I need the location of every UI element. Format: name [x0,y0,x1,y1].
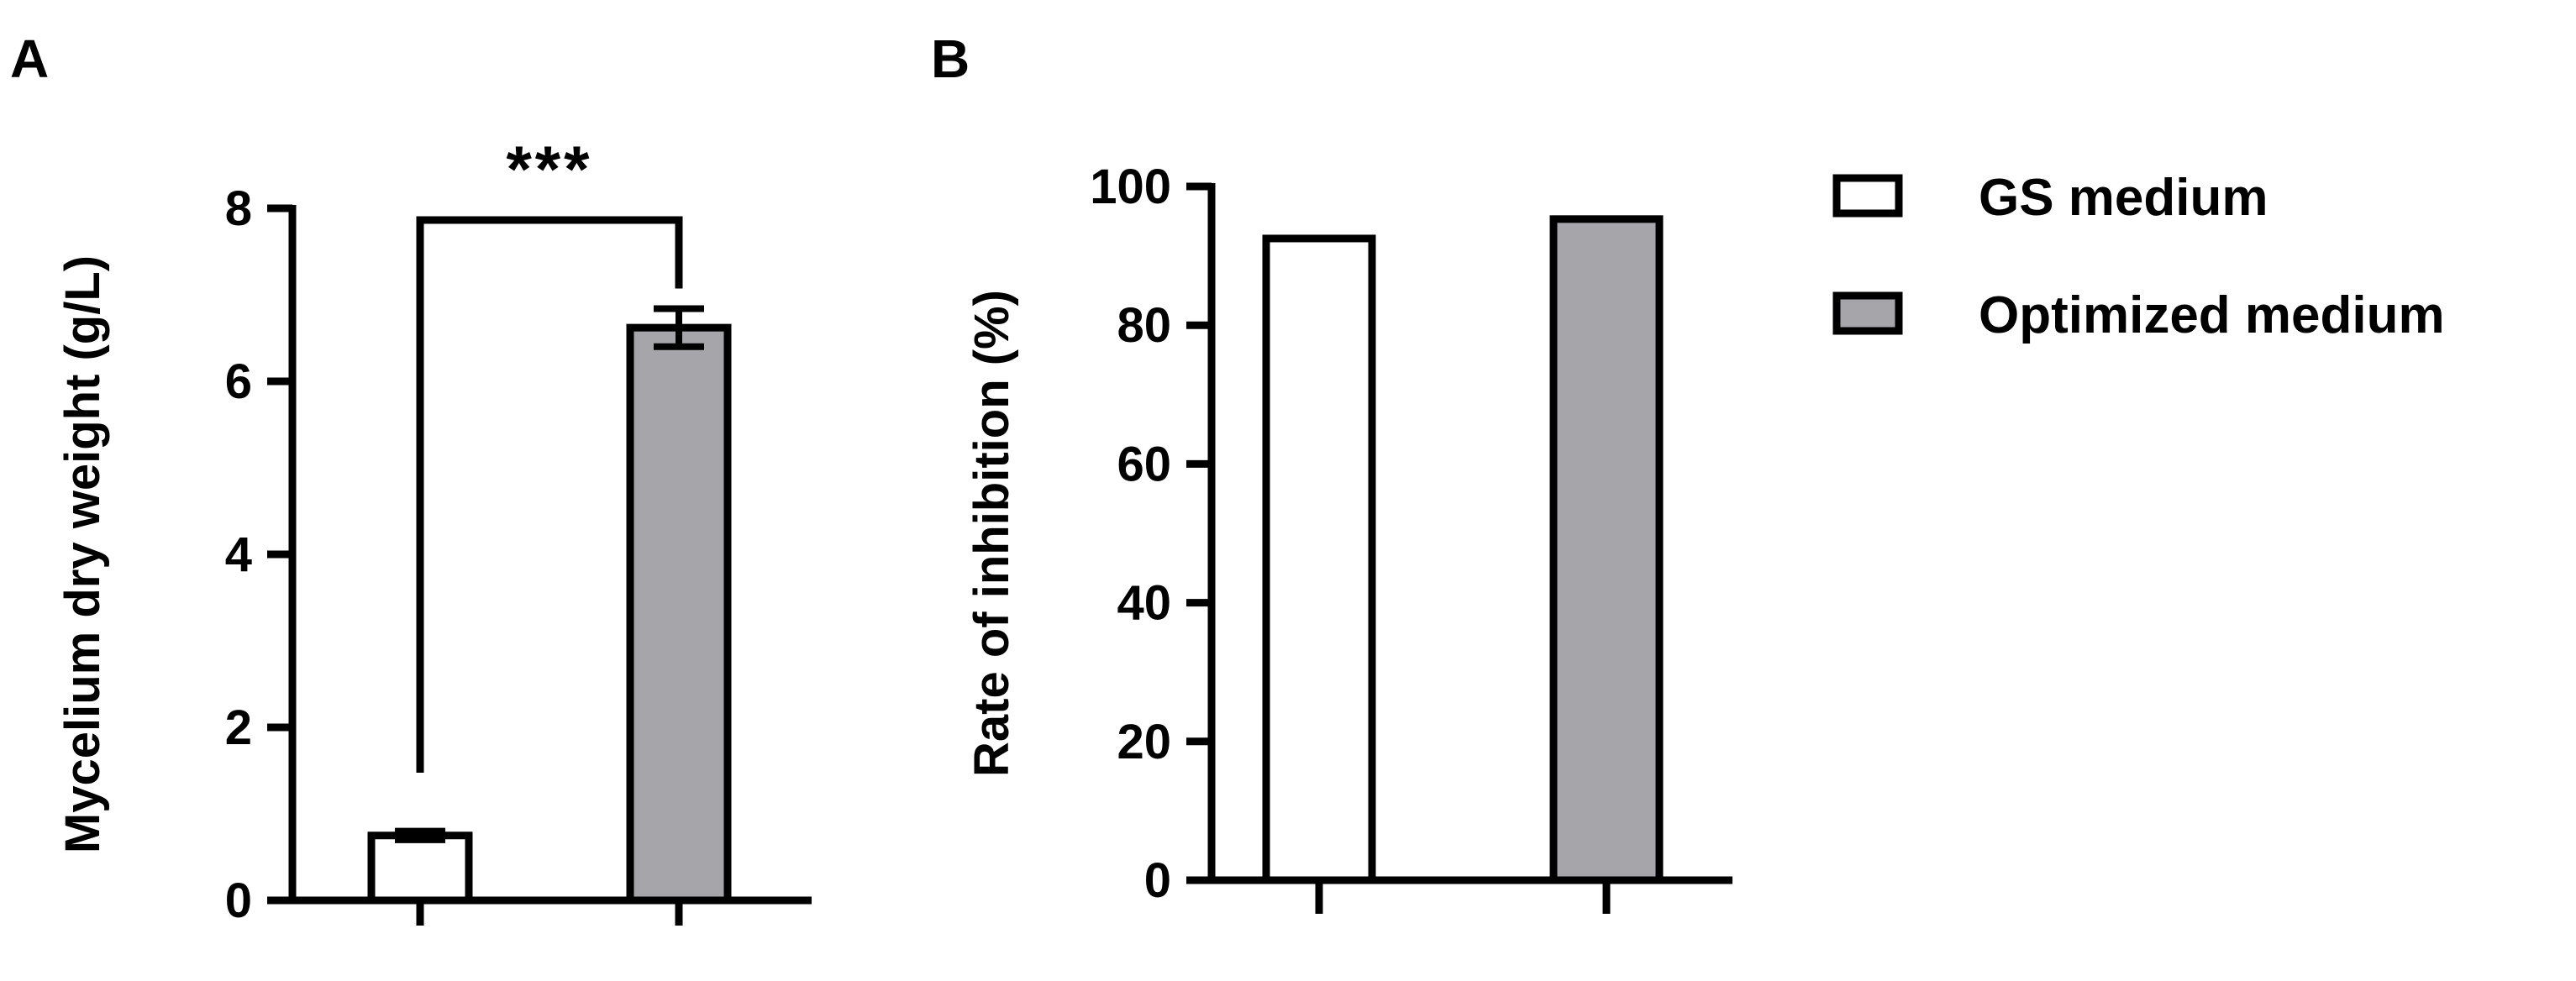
legend-label-gs-medium: GS medium [1979,169,2268,227]
y-tick-label: 2 [225,700,252,755]
y-tick-label: 6 [225,354,252,409]
chart-a-mycelium-dry-weight: 0 2 4 6 8 Mycelium dry weight (g/L) *** [55,132,812,928]
y-tick-label: 100 [1090,160,1171,214]
y-axis-title: Rate of inhibition (%) [965,290,1019,777]
legend-label-optimized-medium: Optimized medium [1979,286,2445,344]
y-tick-label: 80 [1117,298,1171,353]
y-tick-label: 8 [225,181,252,236]
legend-swatch-optimized-medium [1832,291,1903,335]
y-tick-label: 20 [1117,715,1171,769]
y-tick-label: 40 [1117,576,1171,631]
legend-swatch-gs-medium [1832,174,1903,218]
y-tick-label: 0 [225,873,252,928]
bar-optimized-medium [626,323,732,905]
chart-b-rate-of-inhibition: 0 20 40 60 80 100 Rate of inhibition (%) [965,160,1732,914]
significance-label: *** [506,132,592,206]
bar-gs-medium [367,831,473,905]
y-tick-label: 0 [1144,853,1171,908]
y-tick-label: 60 [1117,437,1171,491]
y-tick-label: 4 [225,527,252,582]
y-axis-title: Mycelium dry weight (g/L) [55,255,110,853]
error-bar-optimized-medium [654,305,704,350]
error-bar-gs-medium [395,827,445,843]
bar-gs-medium [1262,234,1376,884]
bar-optimized-medium [1549,215,1664,884]
panel-label-b: B [931,29,970,89]
significance-bracket [416,216,683,773]
legend: GS medium Optimized medium [1832,169,2445,344]
panel-label-a: A [10,29,49,89]
